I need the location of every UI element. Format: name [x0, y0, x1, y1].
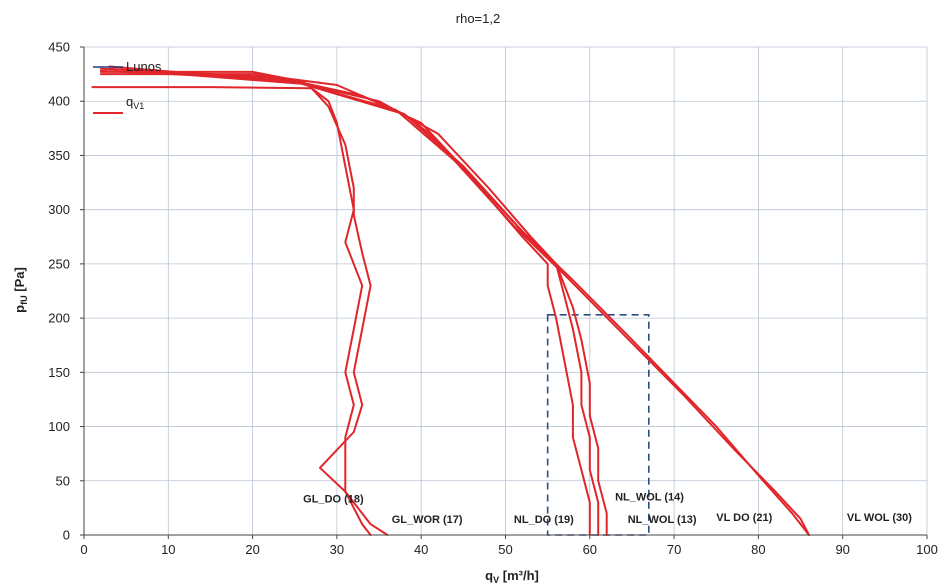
x-tick-label: 80 — [751, 542, 765, 557]
y-axis-label-sub: fU — [19, 295, 29, 305]
series-annotation: NL_WOL (14) — [615, 491, 684, 503]
reference-box-rect — [546, 314, 650, 536]
legend-label-lunos: Lunos — [126, 59, 162, 74]
x-tick-label: 60 — [583, 542, 597, 557]
series-annotation: VL DO (21) — [716, 512, 772, 524]
x-tick-label: 10 — [161, 542, 175, 557]
y-tick-label: 200 — [48, 311, 70, 326]
series-line-1 — [99, 70, 372, 536]
x-axis-label: qV [m³/h] — [485, 568, 539, 585]
y-tick-label: 250 — [48, 256, 70, 271]
chart-title: rho=1,2 — [456, 11, 500, 26]
grid — [83, 46, 928, 536]
legend-label-qv1-sub: V1 — [133, 101, 144, 111]
series-line-0 — [91, 86, 389, 536]
legend: Lunos qV1 — [93, 59, 162, 114]
x-axis-label-sub: V — [493, 575, 499, 585]
series-annotation: NL_WOL (13) — [628, 514, 697, 526]
series-layer — [91, 65, 810, 536]
axes — [80, 46, 928, 539]
y-axis-label: pfU [Pa] — [12, 267, 29, 313]
x-tick-label: 50 — [498, 542, 512, 557]
y-tick-label: 400 — [48, 94, 70, 109]
series-line-6 — [108, 67, 810, 536]
x-tick-label: 20 — [245, 542, 259, 557]
y-tick-label: 350 — [48, 148, 70, 163]
x-tick-label: 100 — [916, 542, 938, 557]
series-line-3 — [99, 67, 600, 536]
series-annotation: NL_DO (19) — [514, 514, 574, 526]
annotations: GL_DO (18) GL_WOR (17) NL_DO (19) NL_WOL (1… — [303, 491, 912, 526]
x-tick-label: 90 — [835, 542, 849, 557]
x-tick-label: 0 — [80, 542, 87, 557]
y-axis-label-main: p — [12, 305, 27, 313]
reference-box — [546, 314, 650, 536]
y-tick-label: 100 — [48, 419, 70, 434]
legend-label-qv1: qV1 — [126, 94, 144, 111]
tick-labels: 0 10 20 30 40 50 60 70 80 90 100 0 50 100 150 200 250 300… — [48, 40, 938, 558]
series-line-5 — [108, 65, 810, 536]
x-tick-label: 30 — [330, 542, 344, 557]
series-annotation: GL_WOR (17) — [392, 514, 463, 526]
y-tick-label: 150 — [48, 365, 70, 380]
x-tick-label: 70 — [667, 542, 681, 557]
series-annotation: GL_DO (18) — [303, 493, 364, 505]
y-tick-label: 0 — [63, 528, 70, 543]
y-tick-label: 450 — [48, 40, 70, 55]
y-axis-label-unit: [Pa] — [12, 267, 27, 295]
y-tick-label: 50 — [56, 473, 70, 488]
legend-label-qv1-main: q — [126, 94, 133, 109]
y-tick-label: 300 — [48, 202, 70, 217]
x-axis-label-unit: [m³/h] — [499, 568, 539, 583]
series-annotation: VL WOL (30) — [847, 512, 912, 524]
x-axis-label-main: q — [485, 568, 493, 583]
x-tick-label: 40 — [414, 542, 428, 557]
series-line-4 — [99, 69, 608, 536]
